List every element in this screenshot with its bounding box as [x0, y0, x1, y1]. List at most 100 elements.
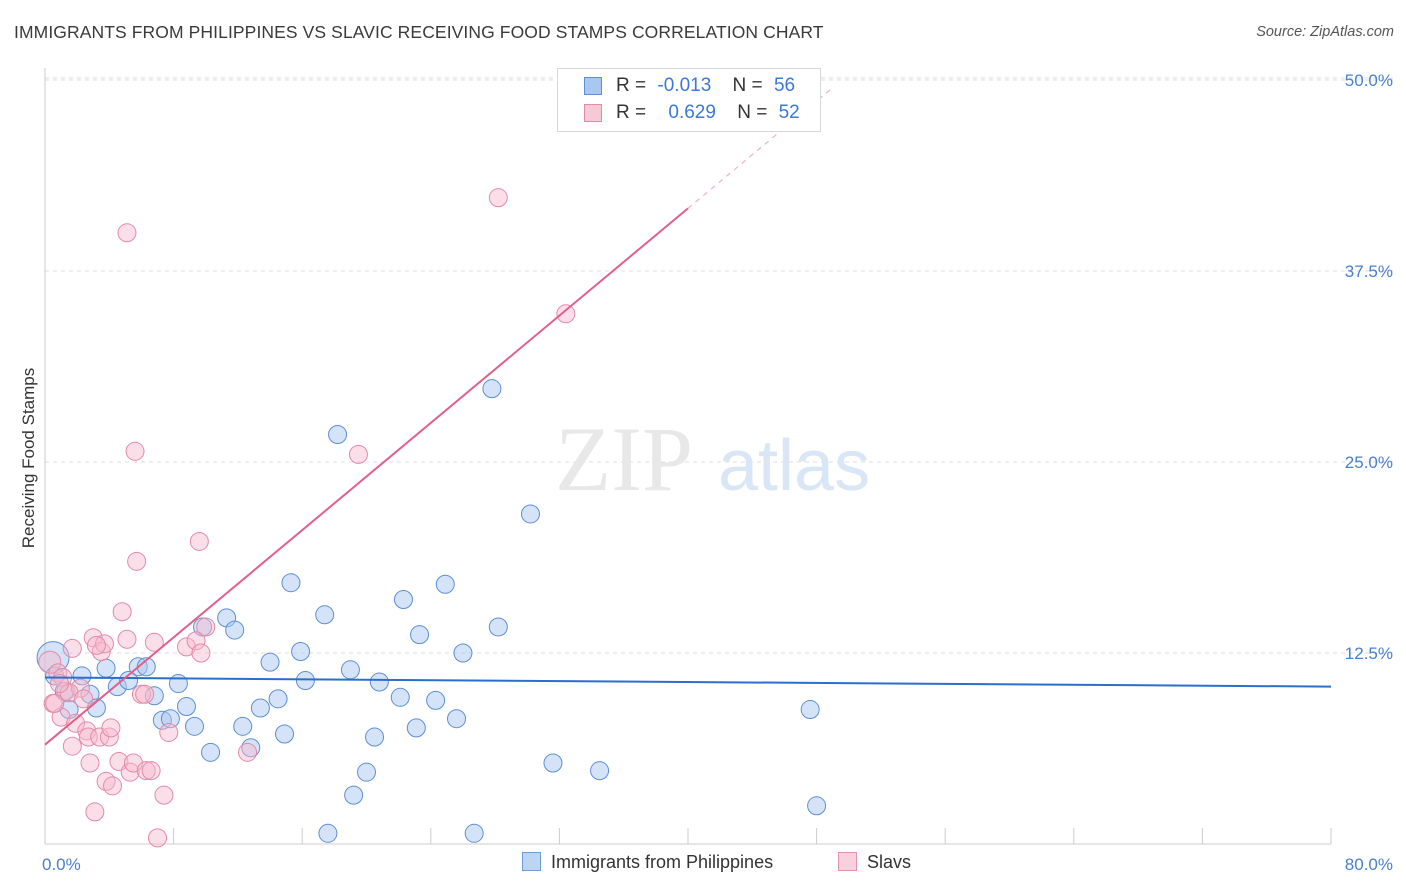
point-slavs	[62, 638, 82, 658]
point-philippines	[260, 652, 280, 672]
point-philippines	[233, 716, 253, 736]
point-philippines	[72, 666, 92, 686]
point-philippines	[119, 671, 139, 691]
point-philippines	[426, 690, 446, 710]
legend-item-philippines: Immigrants from Philippines	[522, 852, 773, 873]
n-value: 56	[773, 75, 796, 96]
point-slavs	[74, 689, 94, 709]
point-philippines	[168, 674, 188, 694]
point-philippines	[590, 761, 610, 781]
point-philippines	[281, 573, 301, 593]
point-philippines	[225, 620, 245, 640]
point-slavs	[144, 632, 164, 652]
point-slavs	[94, 634, 114, 654]
y-tick-label: 25.0%	[1345, 453, 1393, 472]
stats-legend: R = -0.013 N = 56 R = 0.629 N = 52	[557, 68, 821, 132]
point-philippines	[176, 696, 196, 716]
point-slavs	[136, 761, 156, 781]
point-philippines	[390, 687, 410, 707]
y-axis-label: Receiving Food Stamps	[19, 368, 38, 548]
point-philippines	[340, 660, 360, 680]
point-philippines	[295, 671, 315, 691]
chart-title: IMMIGRANTS FROM PHILIPPINES VS SLAVIC RE…	[14, 22, 824, 42]
grid-lines	[45, 77, 1393, 654]
point-philippines	[96, 658, 116, 678]
trend-line-slavs	[44, 207, 689, 746]
r-label: R =	[616, 102, 647, 123]
point-slavs	[127, 551, 147, 571]
point-philippines	[800, 700, 820, 720]
point-philippines	[488, 617, 508, 637]
axes	[44, 68, 1332, 845]
legend-swatch-pink	[584, 104, 602, 122]
point-slavs	[141, 761, 161, 781]
point-philippines	[520, 504, 540, 524]
point-slavs	[154, 785, 174, 805]
point-slavs	[86, 635, 106, 655]
legend-item-slavs: Slavs	[838, 852, 911, 873]
point-slavs	[103, 776, 123, 796]
series-legend: Immigrants from Philippines Slavs	[0, 852, 1406, 878]
point-slavs	[125, 441, 145, 461]
point-philippines	[453, 643, 473, 663]
point-slavs	[66, 713, 86, 733]
r-value: 0.629	[668, 102, 716, 123]
point-slavs	[38, 650, 62, 674]
point-slavs	[189, 531, 209, 551]
x-tick-label: 0.0%	[42, 855, 81, 874]
legend-label-slavs: Slavs	[867, 852, 912, 872]
point-philippines	[184, 716, 204, 736]
point-slavs	[191, 643, 211, 663]
point-slavs	[80, 753, 100, 773]
point-slavs	[348, 444, 368, 464]
point-slavs	[85, 802, 105, 822]
point-slavs	[49, 674, 69, 694]
point-slavs	[70, 678, 90, 698]
trend-lines	[44, 87, 1332, 746]
point-slavs	[62, 736, 82, 756]
trend-line-philippines	[44, 676, 1332, 688]
r-value: -0.013	[657, 75, 712, 96]
trend-line-slavs-extension	[687, 87, 834, 209]
n-label: N =	[737, 102, 768, 123]
point-philippines	[328, 424, 348, 444]
legend-swatch-blue	[584, 77, 602, 95]
n-label: N =	[732, 75, 763, 96]
point-slavs	[78, 727, 98, 747]
point-philippines	[807, 796, 827, 816]
point-slavs	[238, 742, 258, 762]
point-philippines	[464, 823, 484, 843]
point-philippines	[393, 590, 413, 610]
point-philippines	[435, 574, 455, 594]
point-philippines	[447, 709, 467, 729]
legend-label-philippines: Immigrants from Philippines	[551, 852, 774, 872]
point-slavs	[45, 693, 65, 713]
point-slavs	[176, 637, 196, 657]
point-philippines	[160, 709, 180, 729]
point-slavs	[117, 629, 137, 649]
point-slavs	[148, 828, 168, 848]
n-value: 52	[778, 102, 800, 123]
y-tick-label: 50.0%	[1345, 71, 1393, 90]
y-tick-label: 37.5%	[1345, 262, 1393, 281]
point-philippines	[268, 689, 288, 709]
point-philippines	[344, 785, 364, 805]
point-philippines	[315, 605, 335, 625]
point-slavs	[117, 223, 137, 243]
point-slavs	[159, 722, 179, 742]
x-tick-label: 80.0%	[1345, 855, 1393, 874]
point-slavs	[112, 602, 132, 622]
point-philippines	[275, 724, 295, 744]
watermark-atlas: atlas	[718, 426, 870, 506]
watermark-zip: ZIP	[555, 408, 693, 510]
point-slavs	[135, 684, 155, 704]
point-philippines	[482, 379, 502, 399]
legend-swatch-pink	[838, 852, 857, 871]
r-label: R =	[616, 75, 647, 96]
point-slavs	[196, 617, 216, 637]
point-philippines	[410, 625, 430, 645]
point-slavs	[556, 304, 576, 324]
point-philippines	[543, 753, 563, 773]
point-slavs	[101, 718, 121, 738]
